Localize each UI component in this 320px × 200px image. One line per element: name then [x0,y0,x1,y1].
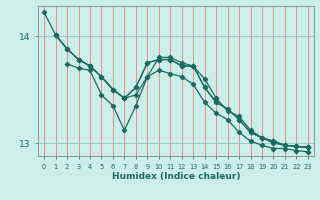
X-axis label: Humidex (Indice chaleur): Humidex (Indice chaleur) [112,172,240,181]
